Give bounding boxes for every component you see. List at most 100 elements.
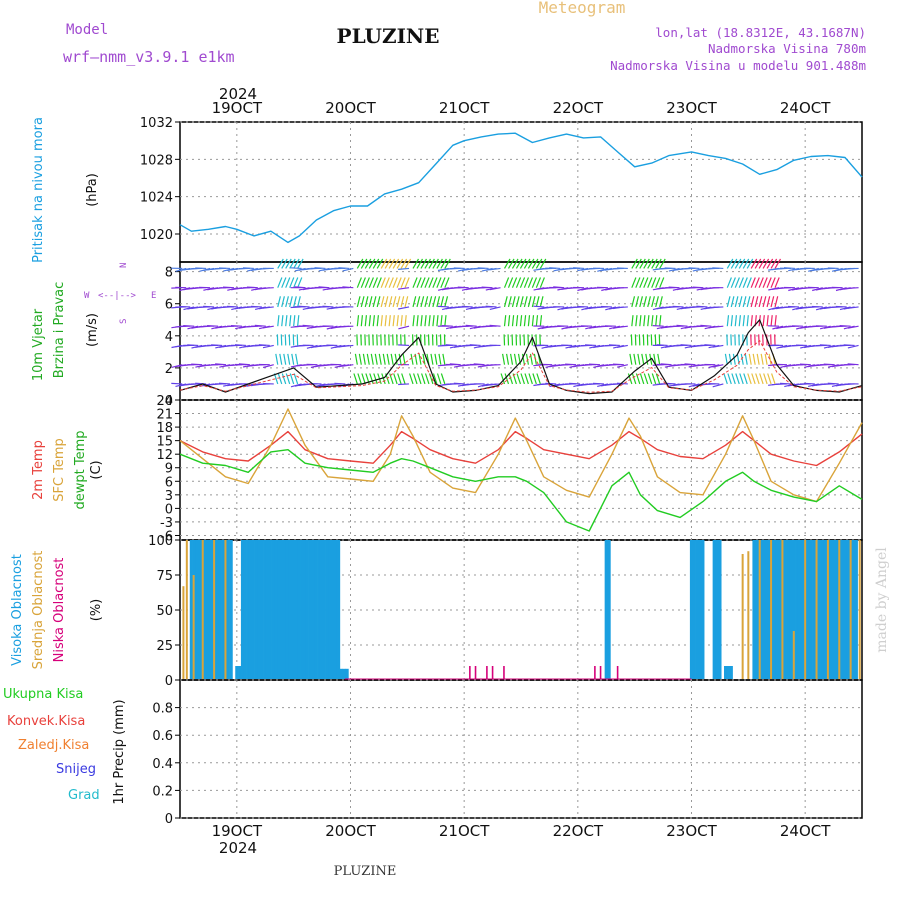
high-cloud-bar — [235, 666, 239, 679]
wind-barb — [293, 258, 300, 269]
high-cloud-bar — [263, 540, 267, 679]
wind-barb — [762, 315, 765, 327]
wind-barb — [762, 258, 770, 269]
high-cloud-bar — [829, 540, 833, 679]
high-cloud-bar — [251, 540, 255, 679]
wind-barb — [409, 373, 414, 385]
wind-barb — [523, 277, 530, 288]
high-cloud-bar — [277, 540, 281, 679]
wind-barb — [639, 277, 645, 288]
wind-barb — [183, 325, 195, 327]
wind-barb — [368, 296, 373, 308]
wind-barb — [635, 258, 642, 269]
wind-barb — [322, 305, 334, 308]
wind-barb — [799, 363, 811, 366]
bottom-tick-label: 20OCT — [325, 822, 376, 840]
wind-barb — [380, 277, 386, 288]
high-cloud-bar — [840, 540, 844, 679]
wind-barb — [743, 373, 748, 385]
wind-barb — [539, 315, 543, 327]
high-cloud-bar — [203, 540, 208, 679]
wind-barb — [565, 363, 577, 366]
compass-south: S — [119, 319, 129, 324]
wind-barb — [262, 287, 274, 289]
wind-barb — [684, 363, 696, 366]
wind-barb — [668, 286, 680, 289]
wind-barb — [400, 315, 403, 327]
wind-barb — [207, 325, 219, 327]
high-cloud-bar — [718, 540, 722, 679]
wind-barb — [631, 373, 637, 385]
wind-barb — [746, 315, 749, 327]
high-cloud-bar — [792, 540, 796, 679]
wind-barb — [507, 315, 511, 327]
wind-barb — [436, 277, 442, 288]
wind-barb — [637, 353, 641, 365]
wind-barb — [444, 315, 447, 327]
wind-barb — [291, 353, 295, 365]
wind-barb — [289, 373, 295, 385]
pressure-line — [179, 132, 863, 244]
bottom-tick-label: 24OCT — [780, 822, 831, 840]
wind-barb — [519, 258, 527, 269]
high-cloud-bar — [777, 540, 782, 679]
wind-barb — [293, 373, 299, 385]
wind-barb — [412, 315, 415, 327]
wind-barb — [768, 353, 772, 365]
wind-barb — [211, 344, 223, 347]
lonlat-text: lon,lat (18.8312E, 43.1687N) — [655, 25, 866, 40]
mid-cloud-bar — [201, 540, 204, 679]
wind-barb — [688, 267, 700, 270]
high-cloud-bar — [282, 540, 287, 679]
high-cloud-bar — [291, 540, 295, 679]
high-cloud-bar — [831, 540, 836, 679]
mid-cloud-bar — [182, 586, 185, 679]
y-tick-label: -6 — [160, 529, 173, 544]
wind-barb — [712, 306, 724, 309]
wind-barb — [416, 277, 422, 288]
wind-barb — [398, 344, 410, 347]
wind-barb — [489, 383, 501, 386]
wind-barb — [361, 373, 366, 385]
high-cloud-bar — [243, 540, 247, 679]
wind-barb — [527, 296, 532, 308]
wind-barb — [742, 258, 750, 269]
precip-panel: 0 0.2 0.4 0.6 0.8 — [152, 680, 862, 827]
wind-barb — [573, 267, 585, 270]
wind-barb — [372, 277, 378, 288]
footer-title: PLUZINE — [334, 864, 397, 879]
high-cloud-bar — [206, 540, 211, 679]
y-tick-label: 12 — [156, 448, 173, 463]
precip-unit: 1hr Precip (mm) — [112, 699, 127, 804]
wind-barb — [384, 277, 390, 288]
high-cloud-bar — [726, 666, 731, 679]
high-cloud-bar — [820, 540, 824, 679]
wind-barb — [738, 277, 744, 288]
high-cloud-bar — [189, 540, 193, 679]
wind-barb — [380, 315, 383, 327]
wind-barb — [444, 258, 451, 269]
wind-barb — [262, 364, 274, 369]
high-cloud-bar — [308, 540, 312, 679]
wind-barb — [608, 344, 620, 347]
y-tick-label: 4 — [165, 330, 173, 345]
wind-barb — [569, 382, 581, 385]
top-tick-label: 22OCT — [553, 99, 604, 117]
wind-barb — [400, 296, 405, 308]
wind-barb — [398, 353, 402, 365]
wind-barb — [533, 305, 545, 308]
wind-barb — [410, 353, 414, 365]
wind-barb — [421, 373, 426, 385]
wind-barb — [734, 258, 742, 269]
wind-barb — [635, 277, 641, 288]
wind-barb — [418, 353, 422, 365]
wind-barb — [503, 277, 510, 288]
wind-barb — [360, 258, 368, 269]
wind-barb — [742, 296, 747, 308]
high-cloud-bar — [221, 540, 225, 679]
high-cloud-bar — [238, 666, 242, 679]
wind-barb — [360, 277, 366, 288]
high-cloud-bar — [715, 540, 719, 679]
wind-panel: 0 2 4 6 8 — [165, 258, 863, 409]
y-tick-label: 0.8 — [152, 702, 173, 717]
